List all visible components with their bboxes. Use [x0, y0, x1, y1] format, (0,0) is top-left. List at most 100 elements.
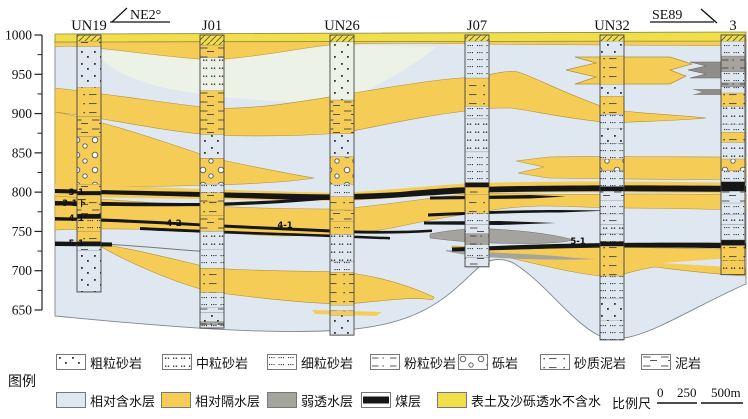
segment-pattern-silt — [200, 321, 224, 325]
layer-aquitard-lens-zigzag — [565, 56, 694, 85]
segment-pattern-congl — [721, 159, 745, 171]
coal-swatch — [361, 392, 391, 408]
axis-tick-label: 950 — [12, 67, 33, 82]
segment-pattern-fine — [200, 249, 224, 269]
segment-pattern-fine — [330, 184, 354, 197]
segment-coal — [721, 240, 745, 246]
segment-pattern-fine — [330, 305, 354, 311]
segment-pattern-medium — [721, 106, 745, 125]
segment-pattern-fine — [600, 276, 624, 299]
congl-label: 砾岩 — [492, 355, 519, 371]
legend-item-aquifer: 相对含水层 — [56, 390, 155, 410]
topsoil-label: 表土及沙砾透水不含水 — [471, 393, 602, 409]
segment-pattern-sandmud — [77, 231, 101, 242]
seam-label-4-2: 4-2 — [166, 219, 181, 229]
segment-pattern-fine — [600, 321, 624, 340]
segment-pattern-coarse — [200, 312, 224, 322]
segment-pattern-mud — [77, 246, 101, 251]
segment-pattern-medium — [721, 260, 745, 275]
segment-pattern-mud — [600, 191, 624, 201]
segment-pattern-coarse — [330, 315, 354, 336]
legend-item-topsoil: 表土及沙砾透水不含水 — [437, 390, 601, 410]
coal-seam-mid-2 — [424, 221, 556, 225]
borehole-UN32: UN32 — [594, 18, 630, 341]
segment-pattern-fine — [600, 143, 624, 160]
segment-pattern-medium — [200, 57, 224, 91]
borehole-label: UN32 — [594, 18, 629, 34]
segment-pattern-sandmud — [330, 272, 354, 306]
axis-tick-label: 700 — [12, 263, 33, 278]
segment-pattern-sandmud — [330, 196, 354, 211]
segment-pattern-congl — [330, 156, 354, 185]
segment-coal — [721, 181, 745, 192]
segment-coal — [77, 241, 101, 247]
segment-pattern-coarse — [600, 41, 624, 57]
segment-pattern-medium — [200, 231, 224, 250]
coarse-swatch — [56, 354, 86, 370]
angle-symbol-icon — [111, 7, 128, 23]
borehole-J01: J01 — [199, 18, 225, 329]
borehole-J07: J07 — [464, 18, 490, 268]
column-border — [199, 34, 225, 329]
segment-pattern-sandmud — [721, 245, 745, 261]
coal-seam-mid-1 — [428, 210, 610, 217]
layer-aquitard-congl-band — [515, 156, 747, 180]
medium-label: 中粒砂岩 — [196, 355, 249, 371]
weak-label: 弱透水层 — [301, 393, 354, 409]
segment-pattern-fine — [600, 200, 624, 215]
segment-pattern-coarse — [77, 46, 101, 88]
segment-pattern-fine — [200, 184, 224, 193]
segment-pattern-mud — [77, 203, 101, 215]
legend-item-sandmud: 砂质泥岩 — [540, 352, 626, 372]
borehole-UN19: UN19 — [71, 18, 107, 293]
legend-lithology-row: 粗粒砂岩 中粒砂岩 细粒砂岩 粉粒砂岩 砾岩 砂质泥岩 泥岩 — [0, 352, 748, 374]
direction-right-label: SE89 — [652, 8, 682, 23]
segment-pattern-sandmud — [330, 310, 354, 316]
seam-label-4-1: 4-1 — [69, 214, 84, 224]
segment-coal — [600, 241, 624, 247]
segment-pattern-fine — [465, 244, 489, 258]
column-border — [76, 34, 102, 293]
legend-item-congl: 砾岩 — [458, 352, 518, 372]
segment-pattern-congl — [77, 136, 101, 185]
coal-label: 煤层 — [395, 393, 422, 409]
axis-tick-label: 900 — [12, 106, 33, 121]
aquifer-label: 相对含水层 — [90, 393, 156, 409]
segment-coal — [465, 182, 489, 188]
segment-pattern-coarse — [77, 250, 101, 292]
topsoil-swatch — [437, 392, 467, 408]
segment-pattern-silt — [721, 82, 745, 87]
sandmud-swatch — [540, 354, 570, 370]
segment-pattern-fine — [465, 213, 489, 225]
segment-pattern-fine — [721, 224, 745, 241]
scale-tick-250: 250 — [677, 385, 697, 400]
aquifer-swatch — [56, 392, 86, 408]
segment-pattern-sandmud — [600, 246, 624, 277]
legend-caption: 图例 — [8, 375, 36, 390]
segment-pattern-fine — [721, 41, 745, 57]
segment-pattern-fine — [330, 222, 354, 235]
segment-pattern-congl — [200, 158, 224, 185]
segment-pattern-fine — [600, 114, 624, 129]
silt-label: 粉粒砂岩 — [404, 355, 457, 371]
segment-pattern-fine — [600, 233, 624, 242]
segment-pattern-mud — [200, 307, 224, 313]
segment-pattern-fine — [721, 203, 745, 215]
borehole-columns: UN19 J01 UN26 J07 UN32 3 — [71, 18, 746, 341]
segment-coal — [600, 186, 624, 192]
segment-pattern-sandmud — [600, 96, 624, 115]
segment-pattern-topsoil — [600, 35, 624, 42]
segment-pattern-sandmud — [600, 214, 624, 225]
scale-bar: 0 250 500m — [657, 385, 743, 404]
column-border — [329, 34, 355, 336]
segment-pattern-sandmud — [721, 93, 745, 107]
layer-topsoil-strip — [54, 31, 747, 43]
seam-label-5-1: 5-1 — [69, 239, 84, 249]
segment-pattern-fine — [721, 124, 745, 133]
legend-item-aquitard: 相对隔水层 — [161, 390, 260, 410]
segment-pattern-topsoil — [200, 35, 224, 46]
segment-pattern-mud — [465, 187, 489, 195]
segment-pattern-mud — [200, 90, 224, 135]
weak-swatch — [267, 392, 297, 408]
seam-label-3-1: 3-1 — [69, 188, 84, 198]
